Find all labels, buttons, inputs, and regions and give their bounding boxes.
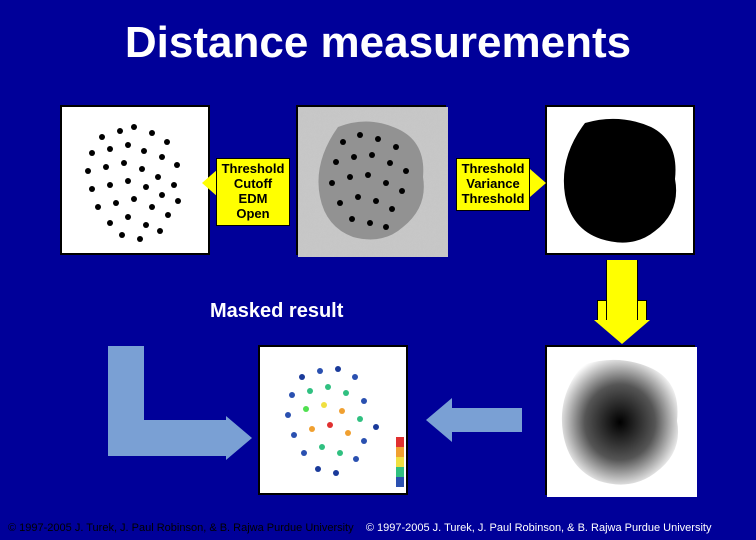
panel-result [258,345,408,495]
label-masked-result: Masked result [210,300,343,323]
edm-gradient-icon [547,347,697,497]
footer-copyright: © 1997-2005 J. Turek, J. Paul Robinson, … [8,522,711,534]
panel-dots [60,105,210,255]
panel-mask [545,105,695,255]
slide-title: Distance measurements [0,18,756,68]
colored-dots-icon [260,347,410,497]
blue-arrow-body [452,408,522,432]
callout-right: Threshold Variance Threshold [456,158,530,211]
callout-right-line1: Threshold [461,162,525,177]
noisy-blob-icon [298,107,448,257]
down-arrow-tip-icon [594,320,650,344]
panel-edm [545,345,695,495]
down-arrow-body [606,260,638,320]
panel-noisy [296,105,446,255]
callout-right-line2: Variance [461,177,525,192]
black-blob-icon [547,107,697,257]
elbow-tip-icon [226,416,252,460]
elbow-horiz [108,420,226,456]
callout-left-line1: Threshold [221,162,285,177]
footer-dark: © 1997-2005 J. Turek, J. Paul Robinson, … [8,522,354,534]
arrow-tip-right-icon [530,169,546,197]
callout-left: Threshold Cutoff EDM Open [216,158,290,226]
footer-white: © 1997-2005 J. Turek, J. Paul Robinson, … [366,522,712,534]
blue-arrow-tip-left-icon [426,398,452,442]
callout-right-line3: Threshold [461,192,525,207]
callout-left-line3: EDM Open [221,192,285,222]
dots-icon [62,107,212,257]
callout-left-line2: Cutoff [221,177,285,192]
